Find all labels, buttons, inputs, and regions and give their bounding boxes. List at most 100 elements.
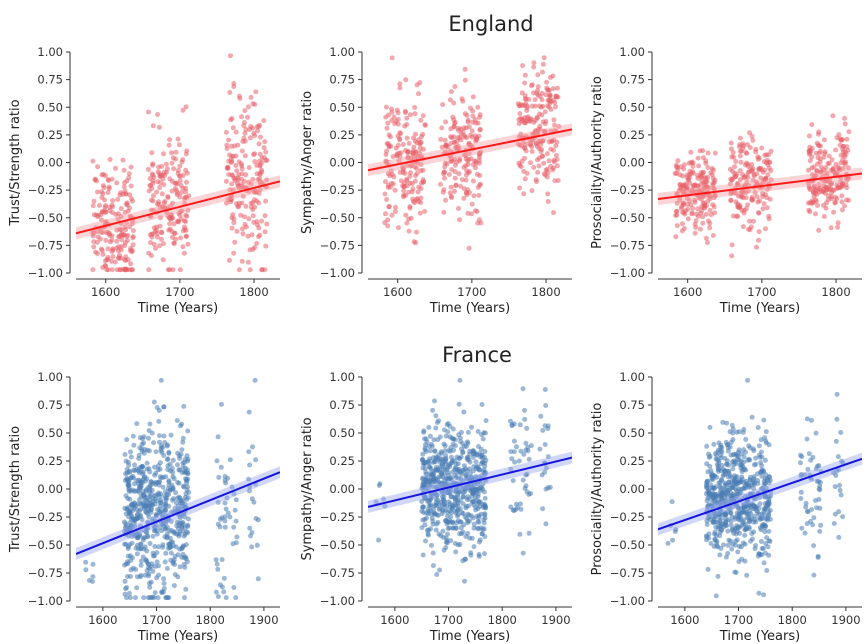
- scatter-point: [680, 210, 686, 215]
- scatter-point: [815, 203, 820, 208]
- scatter-point: [540, 153, 546, 159]
- scatter-point: [444, 538, 450, 544]
- scatter-point: [421, 179, 427, 185]
- y-tick-label: −0.25: [610, 510, 645, 524]
- x-tick-label: 1600: [380, 613, 409, 627]
- scatter-point: [744, 481, 750, 487]
- scatter-point: [442, 466, 448, 472]
- scatter-point: [224, 142, 230, 148]
- scatter-point: [553, 152, 559, 158]
- scatter-point: [443, 197, 449, 203]
- scatter-point: [547, 94, 553, 100]
- scatter-point: [692, 199, 698, 205]
- scatter-point: [140, 477, 146, 482]
- scatter-point: [125, 546, 131, 551]
- scatter-point: [470, 94, 476, 100]
- scatter-point: [384, 148, 390, 154]
- scatter-point: [247, 135, 253, 141]
- scatter-point: [400, 142, 406, 147]
- scatter-point: [442, 175, 447, 181]
- scatter-point: [126, 171, 132, 177]
- scatter-point: [551, 147, 556, 153]
- scatter-point: [453, 549, 459, 555]
- scatter-point: [148, 564, 154, 570]
- scatter-point: [839, 183, 845, 189]
- scatter-point: [695, 155, 701, 161]
- scatter-point: [732, 516, 738, 522]
- scatter-point: [534, 179, 539, 185]
- scatter-point: [386, 144, 392, 150]
- scatter-point: [130, 433, 136, 439]
- scatter-point: [421, 146, 426, 152]
- scatter-point: [161, 151, 166, 157]
- scatter-point: [122, 188, 128, 194]
- scatter-point: [552, 122, 557, 128]
- scatter-point: [182, 595, 187, 601]
- scatter-point: [687, 190, 693, 195]
- scatter-point: [443, 433, 449, 439]
- y-tick-label: 0.25: [329, 128, 355, 142]
- scatter-point: [816, 143, 822, 149]
- scatter-point: [114, 267, 120, 273]
- scatter-point: [242, 130, 248, 136]
- scatter-point: [462, 578, 467, 584]
- scatter-point: [419, 154, 425, 160]
- scatter-point: [746, 226, 752, 232]
- scatter-point: [100, 183, 106, 189]
- scatter-point: [837, 487, 843, 493]
- scatter-point: [714, 543, 720, 549]
- scatter-point: [758, 539, 764, 544]
- scatter-point: [134, 551, 140, 557]
- scatter-point: [447, 434, 453, 440]
- scatter-point: [476, 539, 482, 545]
- y-tick-label: 1.00: [37, 45, 63, 59]
- scatter-point: [736, 193, 741, 199]
- scatter-point: [118, 206, 124, 212]
- scatter-point: [149, 430, 155, 436]
- scatter-point: [746, 456, 752, 462]
- scatter-point: [107, 239, 113, 245]
- scatter-point: [508, 449, 514, 455]
- scatter-point: [729, 242, 735, 248]
- scatter-point: [147, 421, 153, 427]
- scatter-point: [157, 180, 163, 186]
- scatter-point: [183, 233, 189, 239]
- scatter-point: [151, 399, 157, 405]
- scatter-point: [129, 533, 135, 539]
- scatter-point: [148, 253, 154, 258]
- scatter-point: [248, 204, 254, 210]
- scatter-point: [169, 160, 175, 166]
- scatter-point: [412, 178, 418, 184]
- scatter-point: [453, 461, 459, 467]
- scatter-point: [514, 444, 519, 450]
- x-axis-label: Time (Years): [719, 301, 800, 316]
- scatter-point: [250, 213, 256, 219]
- scatter-point: [833, 438, 839, 444]
- scatter-point: [677, 182, 683, 188]
- scatter-point: [263, 157, 269, 163]
- y-tick-label: 0.50: [329, 426, 355, 440]
- scatter-point: [556, 123, 562, 129]
- scatter-point: [756, 590, 762, 596]
- scatter-point: [255, 128, 260, 134]
- scatter-point: [130, 242, 136, 248]
- scatter-point: [705, 150, 711, 156]
- y-tick-label: −0.25: [610, 183, 645, 197]
- scatter-point: [692, 230, 698, 236]
- scatter-point: [172, 572, 178, 578]
- scatter-point: [411, 144, 417, 150]
- scatter-point: [151, 241, 157, 247]
- scatter-point: [522, 416, 528, 422]
- scatter-point: [838, 430, 844, 435]
- scatter-point: [182, 564, 188, 570]
- scatter-point: [815, 155, 821, 161]
- scatter-point: [477, 150, 483, 156]
- scatter-point: [248, 533, 254, 539]
- scatter-point: [154, 531, 160, 537]
- scatter-point: [534, 115, 540, 121]
- scatter-point: [146, 503, 152, 509]
- scatter-point: [124, 200, 130, 206]
- scatter-point: [816, 486, 822, 492]
- scatter-point: [222, 518, 228, 524]
- scatter-point: [798, 460, 803, 466]
